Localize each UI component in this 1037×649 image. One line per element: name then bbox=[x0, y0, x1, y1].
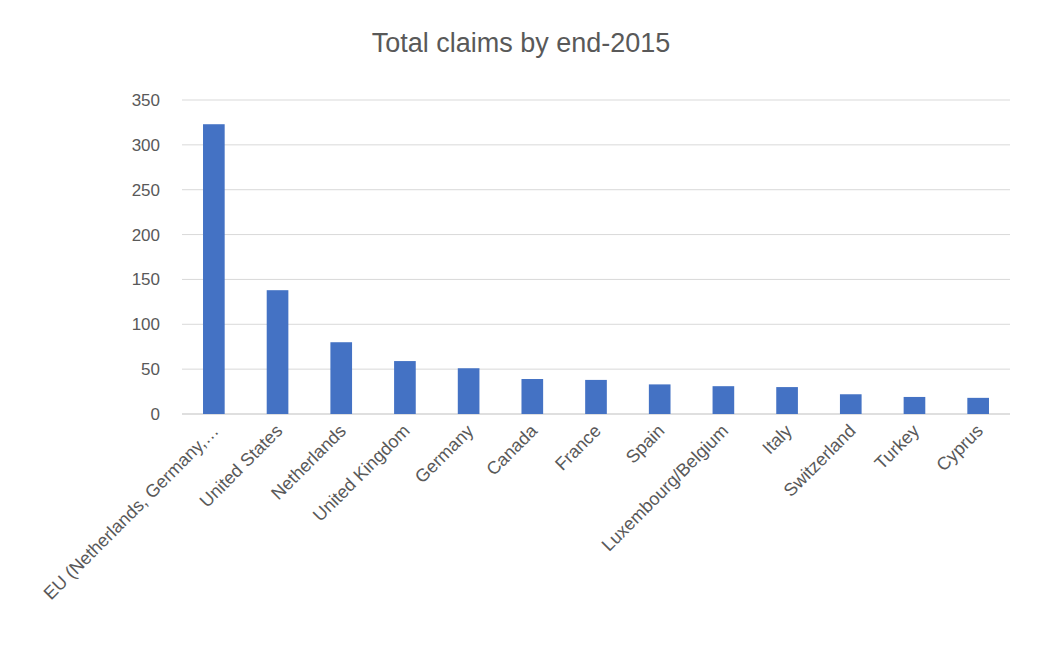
x-tick-label: United Kingdom bbox=[309, 421, 414, 526]
grid-line bbox=[182, 234, 1010, 235]
bar bbox=[330, 342, 352, 414]
chart: Total claims by end-2015 0 50 100 150 200 250 3… bbox=[0, 0, 1037, 649]
bar bbox=[904, 397, 926, 414]
bar bbox=[713, 386, 735, 414]
grid-line bbox=[182, 279, 1010, 280]
bar bbox=[840, 394, 862, 414]
bar bbox=[521, 379, 543, 414]
x-tick-label: United States bbox=[196, 421, 287, 512]
x-tick-label: Italy bbox=[758, 421, 795, 458]
bar bbox=[458, 368, 480, 414]
bars bbox=[203, 124, 989, 414]
y-tick-label: 350 bbox=[132, 91, 160, 110]
y-tick-label: 250 bbox=[132, 181, 160, 200]
y-tick-label: 50 bbox=[141, 360, 160, 379]
y-tick-label: 150 bbox=[132, 270, 160, 289]
x-tick-label: EU (Netherlands, Germany,… bbox=[40, 421, 223, 604]
y-tick-label: 300 bbox=[132, 136, 160, 155]
title: Total claims by end-2015 bbox=[372, 28, 671, 58]
grid-line bbox=[182, 144, 1010, 145]
chart-root: Total claims by end-2015 0 50 100 150 200 250 3… bbox=[0, 0, 1037, 649]
bar bbox=[649, 384, 671, 414]
x-tick-label: Switzerland bbox=[780, 421, 860, 501]
y-tick-label: 100 bbox=[132, 315, 160, 334]
x-tick-label: Turkey bbox=[871, 421, 924, 474]
grid-line bbox=[182, 324, 1010, 325]
y-tick-label: 200 bbox=[132, 226, 160, 245]
bar bbox=[203, 124, 225, 414]
x-tick-label: Luxembourg/Belgium bbox=[598, 421, 732, 555]
y-tick-label: 0 bbox=[151, 405, 160, 424]
bar bbox=[585, 380, 607, 414]
grid-line bbox=[182, 369, 1010, 370]
x-tick-label: Canada bbox=[482, 420, 541, 479]
bar bbox=[267, 290, 289, 414]
bar bbox=[967, 398, 989, 414]
grid-line bbox=[182, 100, 1010, 101]
x-tick-label: France bbox=[551, 421, 605, 475]
bar bbox=[394, 361, 416, 414]
bar bbox=[776, 387, 798, 414]
grid-line bbox=[182, 189, 1010, 190]
x-tick-label: Germany bbox=[411, 421, 477, 487]
x-tick-label: Spain bbox=[622, 421, 669, 468]
x-tick-label: Cyprus bbox=[933, 421, 987, 475]
